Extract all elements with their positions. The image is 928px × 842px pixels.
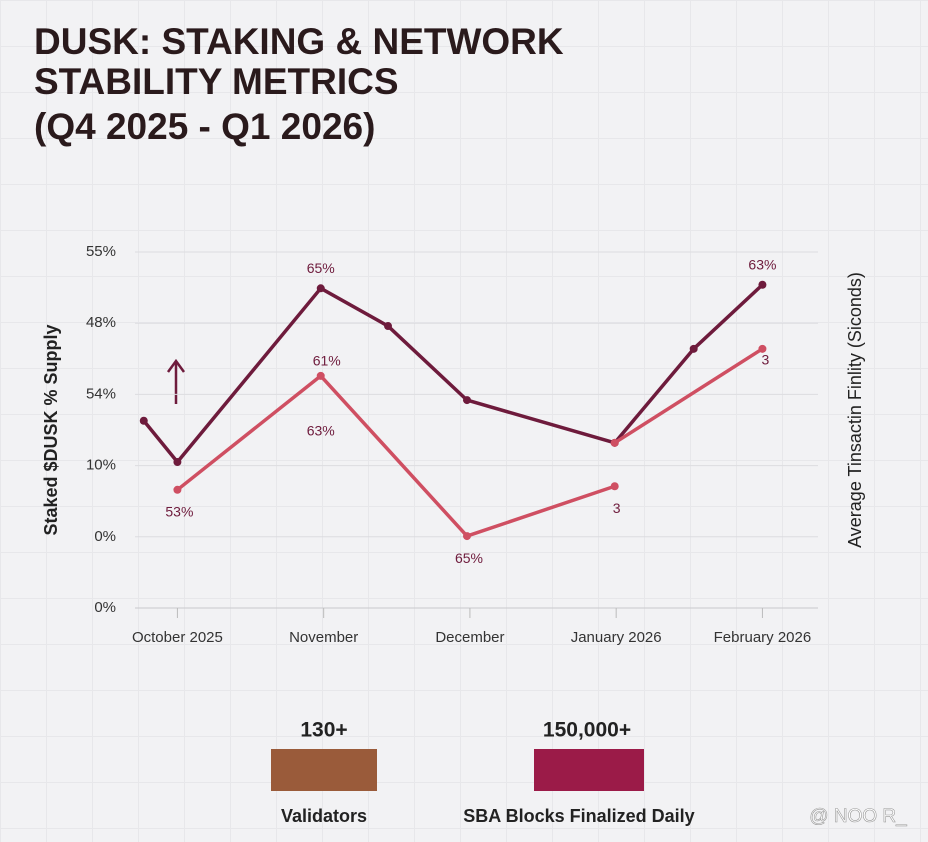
arrow <box>166 358 186 404</box>
data-point <box>316 371 325 380</box>
stat-value: 130+ <box>300 719 347 742</box>
watermark: @ NOO R_ <box>809 806 907 827</box>
data-point <box>173 485 182 494</box>
point-label: 65% <box>455 550 483 566</box>
point-label: 63% <box>748 256 776 272</box>
point-label: 3 <box>762 352 770 368</box>
stat-swatch <box>271 749 377 791</box>
y-tick-label: 10% <box>86 457 116 474</box>
series-line <box>613 347 764 445</box>
data-point <box>462 396 471 405</box>
series-line <box>176 374 616 538</box>
stat-swatch <box>534 749 644 791</box>
data-point <box>689 344 698 353</box>
x-tick-label: January 2026 <box>571 629 662 646</box>
y2-axis-title: Average Tinsactin Finlity (Siconds) <box>845 272 865 548</box>
y-tick-label: 0% <box>94 599 116 616</box>
stat-value: 150,000+ <box>543 719 631 742</box>
series-line <box>142 283 764 464</box>
stat-label: SBA Blocks Finalized Daily <box>463 806 694 826</box>
title-line: STABILITY METRICS <box>34 61 399 102</box>
point-label: 53% <box>165 504 193 520</box>
y-tick-label: 55% <box>86 243 116 260</box>
title-line: (Q4 2025 - Q1 2026) <box>34 106 375 147</box>
x-tick-label: December <box>435 629 504 646</box>
x-tick-label: February 2026 <box>714 629 812 646</box>
x-tick-label: November <box>289 629 358 646</box>
data-point <box>758 344 767 353</box>
point-label: 3 <box>613 500 621 516</box>
y-tick-label: 54% <box>86 385 116 402</box>
data-point <box>139 416 148 425</box>
y-tick-label: 48% <box>86 314 116 331</box>
stat-label: Validators <box>281 806 367 826</box>
point-label: 61% <box>313 353 341 369</box>
title-line: DUSK: STAKING & NETWORK <box>34 21 564 62</box>
point-label: 63% <box>307 423 335 439</box>
y-tick-label: 0% <box>94 528 116 545</box>
data-point <box>462 532 471 541</box>
data-point <box>316 284 325 293</box>
point-label: 65% <box>307 260 335 276</box>
data-point <box>173 458 182 467</box>
data-point <box>758 280 767 289</box>
x-tick-label: October 2025 <box>132 629 223 646</box>
data-point <box>610 482 619 491</box>
data-point <box>384 322 393 331</box>
data-point <box>610 438 619 447</box>
y-axis-title: Staked $DUSK % Supply <box>41 324 61 535</box>
